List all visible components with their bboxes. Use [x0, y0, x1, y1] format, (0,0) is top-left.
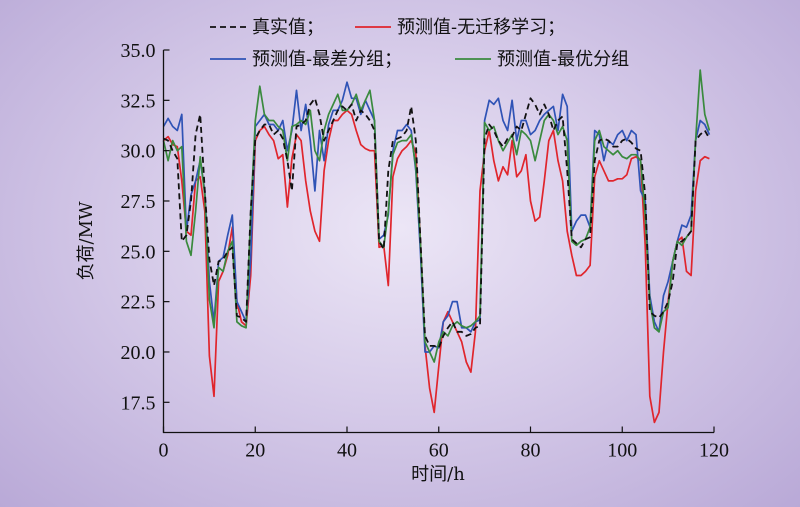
legend-label-2: 预测值-最差分组； — [252, 49, 402, 70]
y-tick-label: 20.0 — [121, 342, 156, 364]
legend-label-3: 预测值-最优分组 — [497, 49, 629, 70]
x-axis-title: 时间/h — [411, 464, 465, 485]
y-tick-label: 30.0 — [121, 141, 156, 163]
y-tick-label: 25.0 — [121, 241, 156, 263]
x-tick-label: 100 — [607, 440, 637, 462]
y-axis-title: 负荷/MW — [76, 201, 97, 280]
x-tick-label: 40 — [337, 440, 357, 462]
series-line-3 — [162, 69, 711, 363]
y-tick-label: 27.5 — [121, 191, 156, 213]
y-tick-label: 32.5 — [121, 90, 156, 112]
legend-label-0: 真实值； — [252, 17, 324, 38]
legend-label-1: 预测值-无迁移学习； — [397, 17, 565, 38]
x-tick-label: 20 — [245, 440, 265, 462]
x-tick-label: 0 — [159, 440, 169, 462]
legend: 真实值； 预测值-无迁移学习； 预测值-最差分组； 预测值-最优分组 — [210, 17, 629, 70]
ticks: 0 20 40 60 80 100 120 17.5 20.0 22.5 25.0 27.5 30.0 3… — [121, 40, 730, 462]
x-tick-label: 80 — [521, 440, 541, 462]
x-tick-label: 60 — [429, 440, 449, 462]
x-tick-label: 120 — [699, 440, 729, 462]
y-tick-label: 22.5 — [121, 292, 156, 314]
y-tick-label: 35.0 — [121, 40, 156, 62]
series-line-2 — [162, 81, 711, 353]
series-line-0 — [163, 97, 711, 349]
y-tick-label: 17.5 — [121, 392, 156, 414]
plot-lines — [162, 69, 711, 424]
